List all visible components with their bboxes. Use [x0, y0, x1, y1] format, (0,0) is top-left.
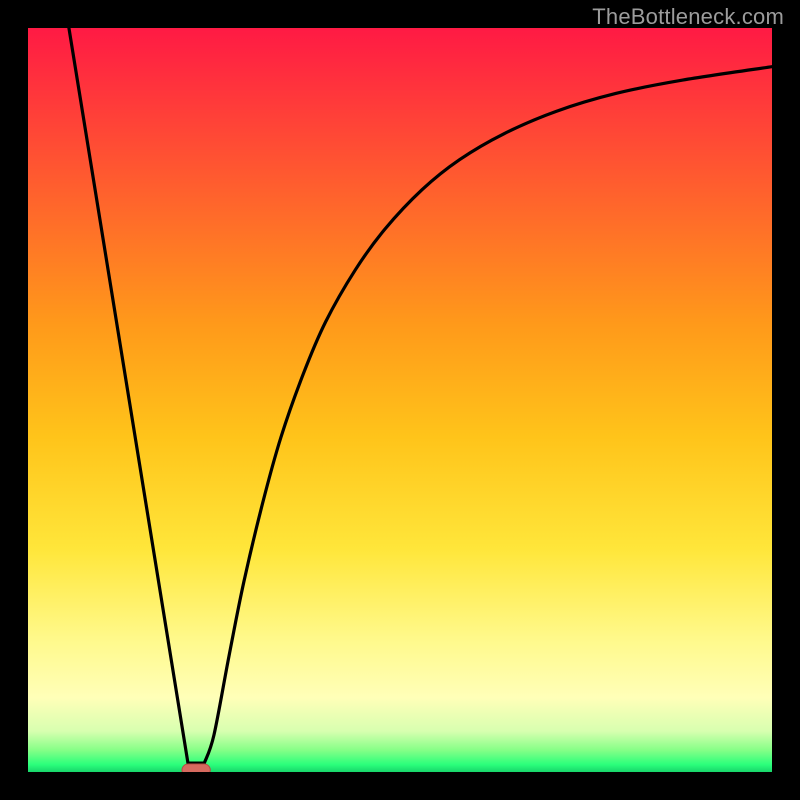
- plot-area: [28, 28, 772, 772]
- optimal-marker: [182, 764, 210, 772]
- chart-stage: TheBottleneck.com: [0, 0, 800, 800]
- chart-overlay-svg: [28, 28, 772, 772]
- watermark-text: TheBottleneck.com: [592, 4, 784, 30]
- bottleneck-curve: [69, 28, 772, 763]
